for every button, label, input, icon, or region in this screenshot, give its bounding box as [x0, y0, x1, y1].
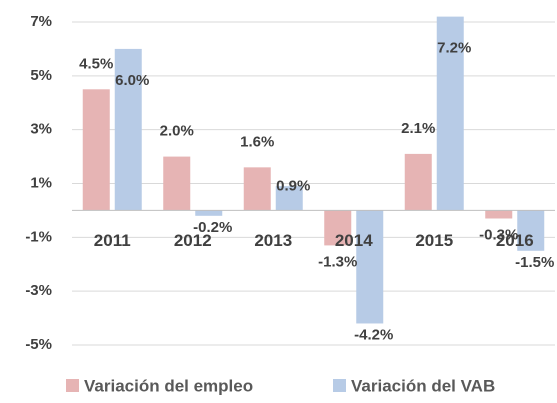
y-tick-label: -5% — [25, 336, 52, 353]
data-label: 4.5% — [79, 55, 113, 72]
y-tick-label: -3% — [25, 282, 52, 299]
data-label: 0.9% — [276, 177, 310, 194]
legend-label: Variación del VAB — [351, 376, 495, 395]
y-tick-label: 7% — [30, 13, 52, 30]
data-label: -4.2% — [354, 326, 393, 343]
bar — [517, 210, 545, 251]
bar — [114, 48, 142, 211]
x-tick-label: 2014 — [335, 231, 373, 250]
bar — [195, 210, 223, 216]
legend-label: Variación del empleo — [84, 376, 253, 395]
y-tick-label: 5% — [30, 67, 52, 84]
bar — [243, 167, 271, 211]
data-label: -0.3% — [479, 226, 518, 243]
data-label: -1.5% — [515, 254, 554, 271]
bar — [324, 210, 352, 246]
bar — [163, 156, 191, 211]
bar — [275, 186, 303, 211]
bar — [436, 16, 464, 211]
x-tick-label: 2011 — [94, 231, 131, 250]
bar — [485, 210, 513, 219]
bar — [404, 153, 432, 211]
data-label: 7.2% — [437, 40, 471, 57]
y-tick-label: 1% — [30, 174, 52, 191]
data-label: 1.6% — [240, 133, 274, 150]
data-label: 2.1% — [401, 120, 435, 137]
bar — [82, 89, 110, 211]
legend-swatch — [333, 379, 346, 392]
x-tick-label: 2016 — [496, 231, 534, 250]
y-tick-label: -1% — [25, 228, 52, 245]
x-tick-label: 2015 — [415, 231, 453, 250]
data-label: -1.3% — [318, 253, 357, 270]
y-tick-label: 3% — [30, 121, 52, 138]
data-label: -0.2% — [193, 219, 232, 236]
legend-swatch — [66, 379, 79, 392]
legend: Variación del empleo Variación del VAB — [66, 376, 495, 395]
x-tick-label: 2012 — [174, 231, 212, 250]
data-label: 6.0% — [115, 72, 149, 89]
x-tick-label: 2013 — [254, 231, 292, 250]
bar — [356, 210, 384, 324]
data-label: 2.0% — [160, 123, 194, 140]
